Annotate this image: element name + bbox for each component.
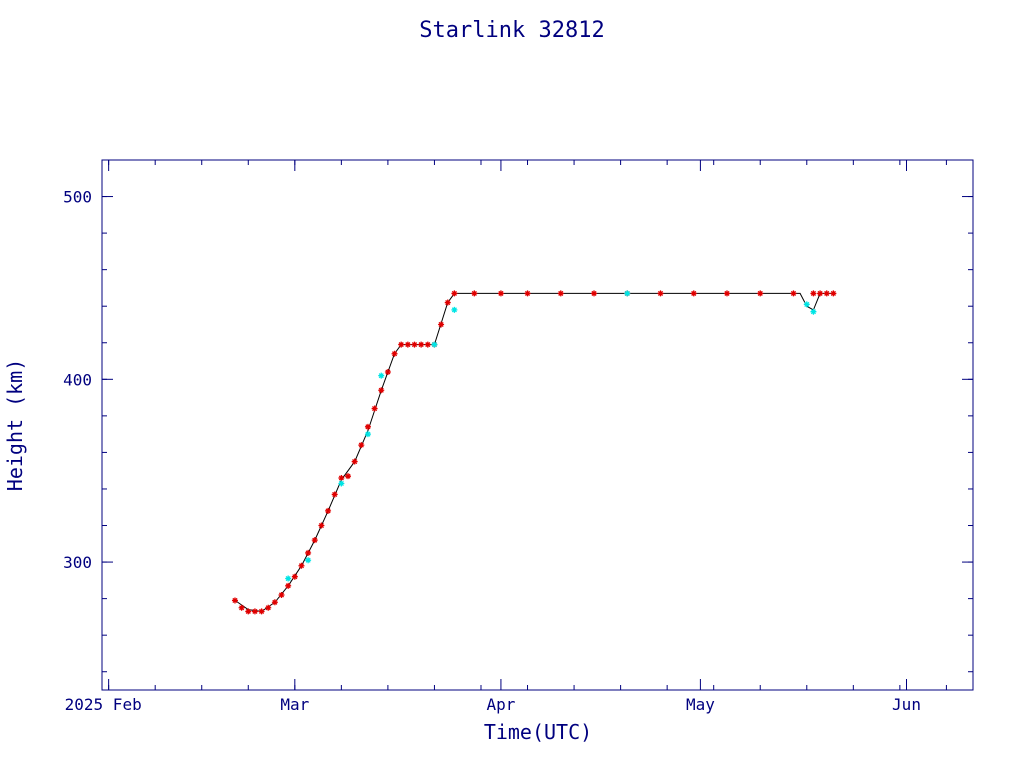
- data-point-cyan: [451, 306, 458, 313]
- data-point-red: [444, 299, 451, 306]
- x-tick-label: Apr: [486, 695, 515, 714]
- data-point-red: [305, 549, 312, 556]
- data-point-red: [238, 604, 245, 611]
- data-point-red: [258, 608, 265, 615]
- y-tick-label: 300: [63, 553, 92, 572]
- data-point-red: [278, 591, 285, 598]
- data-point-red: [325, 507, 332, 514]
- data-point-red: [438, 321, 445, 328]
- data-point-cyan: [803, 301, 810, 308]
- data-point-red: [817, 290, 824, 297]
- data-point-red: [271, 599, 278, 606]
- series-line: [234, 292, 834, 612]
- data-point-red: [723, 290, 730, 297]
- data-markers: [231, 290, 837, 615]
- data-point-red: [657, 290, 664, 297]
- data-point-cyan: [305, 557, 312, 564]
- chart-title: Starlink 32812: [419, 18, 604, 43]
- x-tick-label: Jun: [892, 695, 921, 714]
- data-point-red: [251, 608, 258, 615]
- data-point-red: [524, 290, 531, 297]
- data-point-red: [451, 290, 458, 297]
- data-point-red: [404, 341, 411, 348]
- data-point-red: [830, 290, 837, 297]
- data-point-red: [338, 475, 345, 481]
- data-point-red: [371, 405, 378, 412]
- axis-ticks: [102, 159, 973, 690]
- data-point-red: [291, 573, 298, 580]
- data-point-red: [231, 597, 238, 604]
- y-tick-label: 500: [63, 188, 92, 207]
- data-point-red: [810, 290, 817, 297]
- height-trace-line: [234, 292, 834, 612]
- data-point-cyan: [285, 575, 292, 582]
- plot-frame: [101, 159, 974, 691]
- y-tick-label: 400: [63, 370, 92, 389]
- data-point-red: [424, 341, 431, 348]
- data-point-red: [345, 473, 352, 480]
- data-point-red: [690, 290, 697, 297]
- data-point-red: [591, 290, 598, 297]
- data-point-cyan: [378, 372, 385, 379]
- data-point-red: [384, 369, 391, 375]
- x-axis-label: Time(UTC): [484, 720, 592, 744]
- data-point-red: [311, 537, 318, 544]
- x-tick-label: May: [686, 695, 715, 714]
- data-point-red: [351, 458, 358, 465]
- data-point-red: [398, 341, 405, 348]
- y-axis-label: Height (km): [3, 359, 27, 491]
- data-point-cyan: [624, 290, 631, 297]
- data-point-red: [318, 522, 325, 529]
- data-point-red: [557, 290, 564, 297]
- data-point-red: [757, 290, 764, 297]
- data-point-red: [790, 290, 797, 297]
- data-point-red: [245, 608, 252, 615]
- data-point-red: [378, 387, 385, 394]
- data-point-red: [418, 341, 425, 348]
- data-point-red: [358, 442, 365, 449]
- data-point-red: [823, 290, 830, 297]
- x-tick-label: 2025 Feb: [65, 695, 142, 714]
- data-point-cyan: [810, 308, 817, 315]
- data-point-red: [364, 423, 371, 430]
- data-point-red: [298, 562, 305, 569]
- data-point-cyan: [431, 341, 438, 348]
- tick-labels: 2025 Feb Mar Apr May Jun 300 400 500: [63, 188, 921, 714]
- data-point-red: [331, 491, 338, 498]
- data-point-cyan: [338, 480, 345, 487]
- data-point-red: [411, 341, 418, 348]
- x-tick-label: Mar: [280, 695, 309, 714]
- plot-border: [101, 159, 974, 691]
- data-point-red: [265, 604, 272, 611]
- data-point-red: [471, 290, 478, 297]
- data-point-red: [285, 582, 292, 589]
- data-point-red: [391, 350, 398, 357]
- data-point-red: [497, 290, 504, 297]
- data-point-cyan: [364, 431, 371, 438]
